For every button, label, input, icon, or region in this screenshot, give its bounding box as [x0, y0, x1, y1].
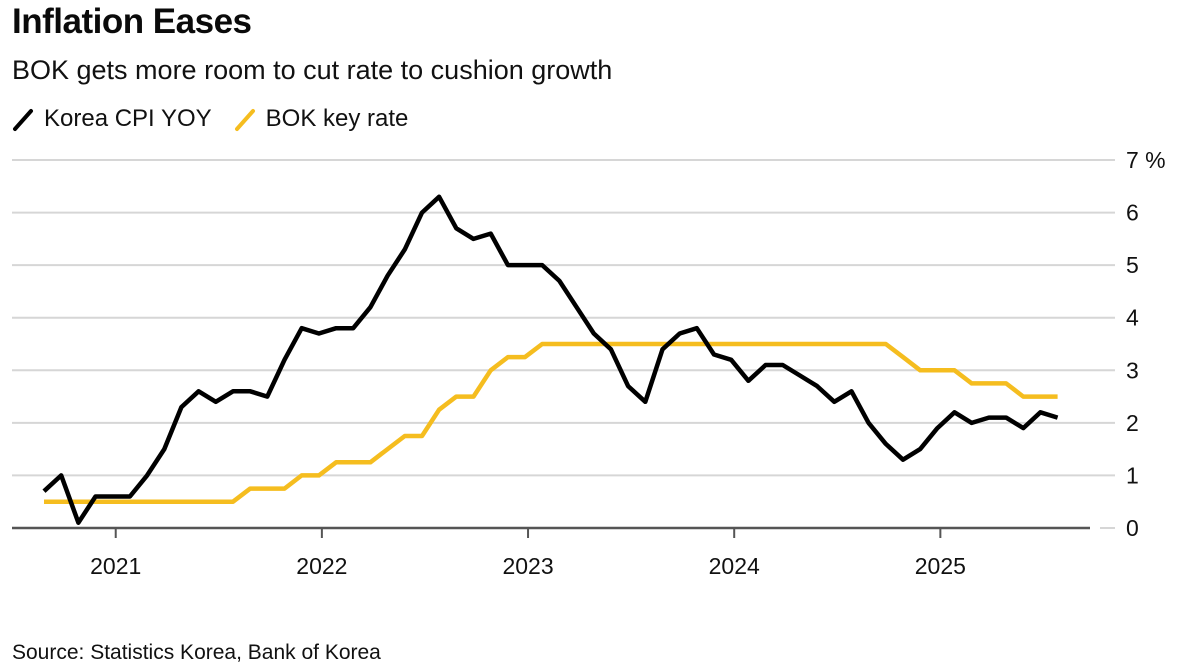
- series-line-cpi: [42, 194, 1059, 525]
- series-line-key-rate: [44, 341, 1058, 504]
- x-tick-label: 2023: [502, 553, 553, 579]
- x-tick-label: 2022: [296, 553, 347, 579]
- line-chart: 0 1 2 3 4 5 6 7 % 2021 2022 2023 2024 2025: [12, 147, 1166, 579]
- legend-label-key-rate: BOK key rate: [265, 105, 409, 132]
- y-tick-label: 0: [1126, 515, 1139, 541]
- y-tick-label: 5: [1126, 252, 1139, 278]
- series-lines: [42, 194, 1059, 525]
- legend: Korea CPI YOY BOK key rate: [12, 105, 430, 133]
- x-tick-label: 2021: [90, 553, 141, 579]
- y-tick-label: 3: [1126, 357, 1139, 383]
- legend-swatch-key-rate-icon: [234, 109, 255, 131]
- y-tick-label: 4: [1126, 305, 1139, 331]
- x-tick-label: 2024: [709, 553, 760, 579]
- y-tick-label: 2: [1126, 410, 1139, 436]
- x-axis: 2021 2022 2023 2024 2025: [12, 526, 1090, 579]
- chart-title: Inflation Eases: [12, 2, 252, 41]
- legend-label-cpi: Korea CPI YOY: [44, 105, 212, 132]
- legend-item-cpi: Korea CPI YOY: [12, 105, 212, 133]
- y-tick-label: 7 %: [1126, 147, 1166, 173]
- y-axis: 0 1 2 3 4 5 6 7 %: [1126, 147, 1166, 541]
- y-tick-label: 1: [1126, 462, 1139, 488]
- x-tick-label: 2025: [915, 553, 966, 579]
- chart-subtitle: BOK gets more room to cut rate to cushio…: [12, 55, 613, 85]
- legend-swatch-cpi-icon: [13, 109, 33, 131]
- legend-item-key-rate: BOK key rate: [234, 105, 409, 133]
- source-note: Source: Statistics Korea, Bank of Korea: [12, 641, 381, 664]
- y-tick-label: 6: [1126, 200, 1139, 226]
- gridlines: [12, 159, 1115, 529]
